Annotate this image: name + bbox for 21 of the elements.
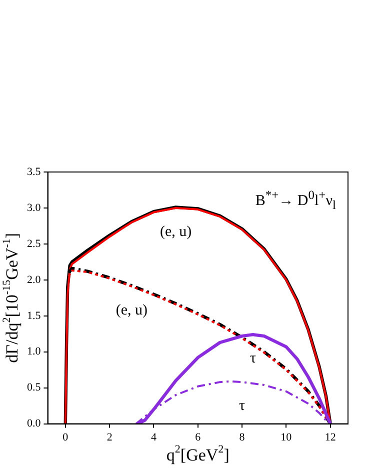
- y-tick-label: 3.0: [27, 202, 42, 214]
- x-tick-label: 4: [150, 431, 157, 444]
- x-tick-label: 6: [195, 431, 202, 444]
- x-tick-label: 0: [62, 431, 69, 444]
- y-tick-label: 1.0: [27, 346, 42, 358]
- y-tick-label: 0.5: [27, 382, 42, 394]
- text: B$^{*+}$→ D$^{0}$l$^{+}$ν$_{l}$: [255, 188, 336, 213]
- y-tick-label: 2.5: [27, 238, 42, 250]
- annotation: (e, u): [116, 302, 148, 318]
- y-tick-label: 2.0: [27, 274, 42, 286]
- annotation: τ: [250, 350, 256, 367]
- annotation: τ: [239, 398, 246, 414]
- x-tick-label: 10: [280, 431, 292, 444]
- y-tick-label: 1.5: [27, 310, 42, 322]
- x-tick-label: 2: [106, 431, 112, 444]
- x-tick-label: 8: [239, 431, 246, 444]
- annotation: (e, u): [160, 224, 192, 240]
- y-axis-title: dΓ/dq2[10-15GeV-1]: [0, 232, 22, 363]
- y-tick-label: 3.5: [27, 166, 42, 178]
- x-tick-label: 12: [324, 431, 336, 444]
- y-tick-label: 0.0: [27, 418, 42, 430]
